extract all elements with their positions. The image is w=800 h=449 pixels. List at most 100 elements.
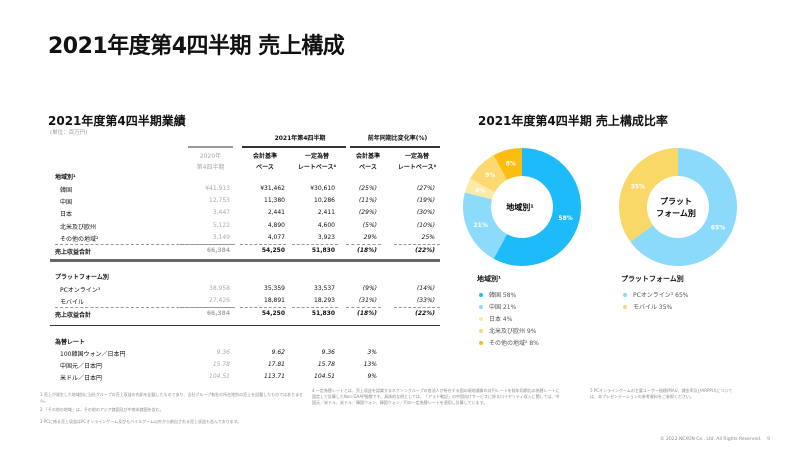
- legend-label: PCオンライン³ 65%: [633, 292, 689, 299]
- cell-const: 33,537: [314, 285, 335, 292]
- cell-2020: 66,384: [206, 247, 230, 254]
- cell-change-acc: (18%): [357, 247, 377, 254]
- cell-change-const: (14%): [416, 285, 435, 292]
- col_const-header: 一定為替: [304, 153, 329, 160]
- row-label: 北米及び欧州: [60, 223, 97, 231]
- col_2020-header: 第4四半期: [196, 164, 225, 171]
- divider: [180, 244, 232, 245]
- cell-2020: 15.78: [212, 361, 230, 368]
- platform-slice-label: 35%: [631, 184, 645, 191]
- row-label: その他の地域²: [60, 235, 99, 243]
- cell-change-const: (30%): [416, 209, 435, 217]
- cell-2020: 3,149: [212, 233, 230, 241]
- divider: [55, 307, 235, 308]
- region-legend-title: 地域別¹: [477, 275, 502, 283]
- footnote-1: 1 売上が発生した地域別に当社グループの売上収益の内訳を記載したものであり、当社…: [40, 392, 304, 403]
- row-label: 中国: [60, 199, 73, 207]
- legend-dot-icon: [479, 304, 483, 309]
- section-divider: [50, 325, 440, 326]
- cell-change-const: (33%): [416, 297, 435, 305]
- legend-label: 日本 4%: [489, 316, 513, 323]
- page-title: 2021年度第4四半期 売上構成: [48, 34, 345, 59]
- divider: [240, 244, 286, 245]
- region-slice-1: [463, 192, 508, 259]
- cell-change-acc: (5%): [362, 221, 377, 229]
- cell-change-acc: (25%): [358, 185, 377, 192]
- row-label: PCオンライン³: [60, 287, 101, 294]
- platform-slice-0: [630, 148, 738, 266]
- cell-change-acc: (31%): [358, 297, 377, 305]
- cell-2020: 38,958: [209, 285, 230, 292]
- chart-title: 2021年度第4四半期 売上構成比率: [478, 114, 668, 128]
- section-fx: 為替レート: [55, 339, 86, 346]
- cell-acc: 35,359: [264, 285, 285, 292]
- cell-2020: 104.51: [209, 373, 230, 380]
- legend-dot-icon: [479, 316, 483, 321]
- header-2021-q4: 2021年第4四半期: [274, 135, 326, 142]
- cell-acc: 113.71: [264, 373, 285, 380]
- cell-change-acc: (11%): [358, 197, 377, 205]
- region-slice-0: [493, 148, 581, 266]
- row-label: 売上収益合計: [55, 312, 92, 319]
- cell-acc: 54,250: [261, 247, 285, 254]
- cell-change-const: 25%: [421, 233, 435, 241]
- col_chg_const-header: 一定為替: [404, 153, 429, 160]
- cell-const: 104.51: [314, 373, 335, 380]
- cell-acc: ¥31,462: [260, 185, 285, 192]
- cell-2020: ¥41,913: [205, 185, 230, 192]
- copyright-text: © 2022 NEXON Co., Ltd. All Rights Reserv…: [660, 437, 762, 442]
- section-divider: [50, 259, 440, 262]
- divider: [240, 307, 286, 308]
- row-label: 日本: [60, 211, 73, 219]
- region-slice-2: [464, 178, 495, 200]
- region-legend-item: 日本 4%: [479, 314, 512, 323]
- region-slice-label: 9%: [485, 172, 495, 179]
- section-platform: プラットフォーム別: [55, 274, 109, 281]
- footnote-2: 2 「その他の地域」は、その他のアジア諸国及び中南米諸国を含む。: [40, 407, 164, 412]
- cell-2020: 12,753: [209, 197, 230, 205]
- platform-center-label: フォーム別: [656, 209, 696, 218]
- legend-dot-icon: [479, 328, 483, 333]
- cell-2020: 66,384: [206, 310, 230, 317]
- copyright: © 2022 NEXON Co., Ltd. All Rights Reserv…: [660, 437, 770, 442]
- row-label: モバイル: [60, 299, 85, 307]
- page-number: 9: [767, 437, 770, 442]
- cell-2020: 9.36: [216, 349, 230, 356]
- divider: [180, 307, 232, 308]
- cell-const: 15.78: [317, 361, 335, 368]
- divider: [292, 307, 338, 308]
- platform-legend-title: プラットフォーム別: [621, 275, 684, 283]
- divider: [394, 307, 440, 308]
- divider: [242, 146, 346, 148]
- legend-dot-icon: [479, 340, 483, 345]
- cell-acc: 17.81: [267, 361, 285, 368]
- col_chg_acc-header: 会計基準: [355, 153, 380, 160]
- region-slice-4: [493, 148, 522, 180]
- cell-change-const: (27%): [416, 185, 435, 192]
- legend-label: 北米及び欧州 9%: [489, 328, 537, 335]
- cell-const: 10,286: [314, 197, 335, 205]
- col_acc-header: 会計基準: [252, 153, 277, 160]
- divider: [394, 244, 440, 245]
- cell-const: 51,830: [311, 310, 335, 317]
- region-slice-label: 4%: [475, 187, 485, 194]
- legend-label: 中国 21%: [489, 304, 517, 311]
- cell-acc: 2,441: [267, 209, 285, 217]
- cell-change-const: (19%): [416, 197, 435, 205]
- cell-change-acc: (18%): [357, 310, 377, 317]
- platform-legend-item: PCオンライン³ 65%: [623, 290, 688, 299]
- divider: [188, 146, 233, 148]
- region-slice-label: 58%: [558, 215, 572, 222]
- unit-label: (単位：百万円): [50, 130, 88, 136]
- cell-change-const: (22%): [415, 310, 435, 317]
- cell-const: 2,411: [317, 209, 335, 217]
- platform-slice-label: 65%: [711, 224, 725, 231]
- region-slice-3: [470, 155, 508, 193]
- footnote-3: 3 PCに係る売上収益はPCオンラインゲーム及びモバイルゲーム以外から創出される…: [40, 419, 242, 424]
- cell-2020: 5,122: [212, 221, 230, 229]
- footnote-4: 4 一定為替レートとは、売上収益を認識するネクソングループの各法人が所在する国の…: [312, 388, 560, 405]
- cell-acc: 4,890: [267, 221, 285, 229]
- region-slice-label: 8%: [506, 160, 516, 167]
- footnote-5: 5 PCオンラインゲームの主要ユーザー指標(MAU、課金率及びARPPU)につい…: [590, 388, 733, 399]
